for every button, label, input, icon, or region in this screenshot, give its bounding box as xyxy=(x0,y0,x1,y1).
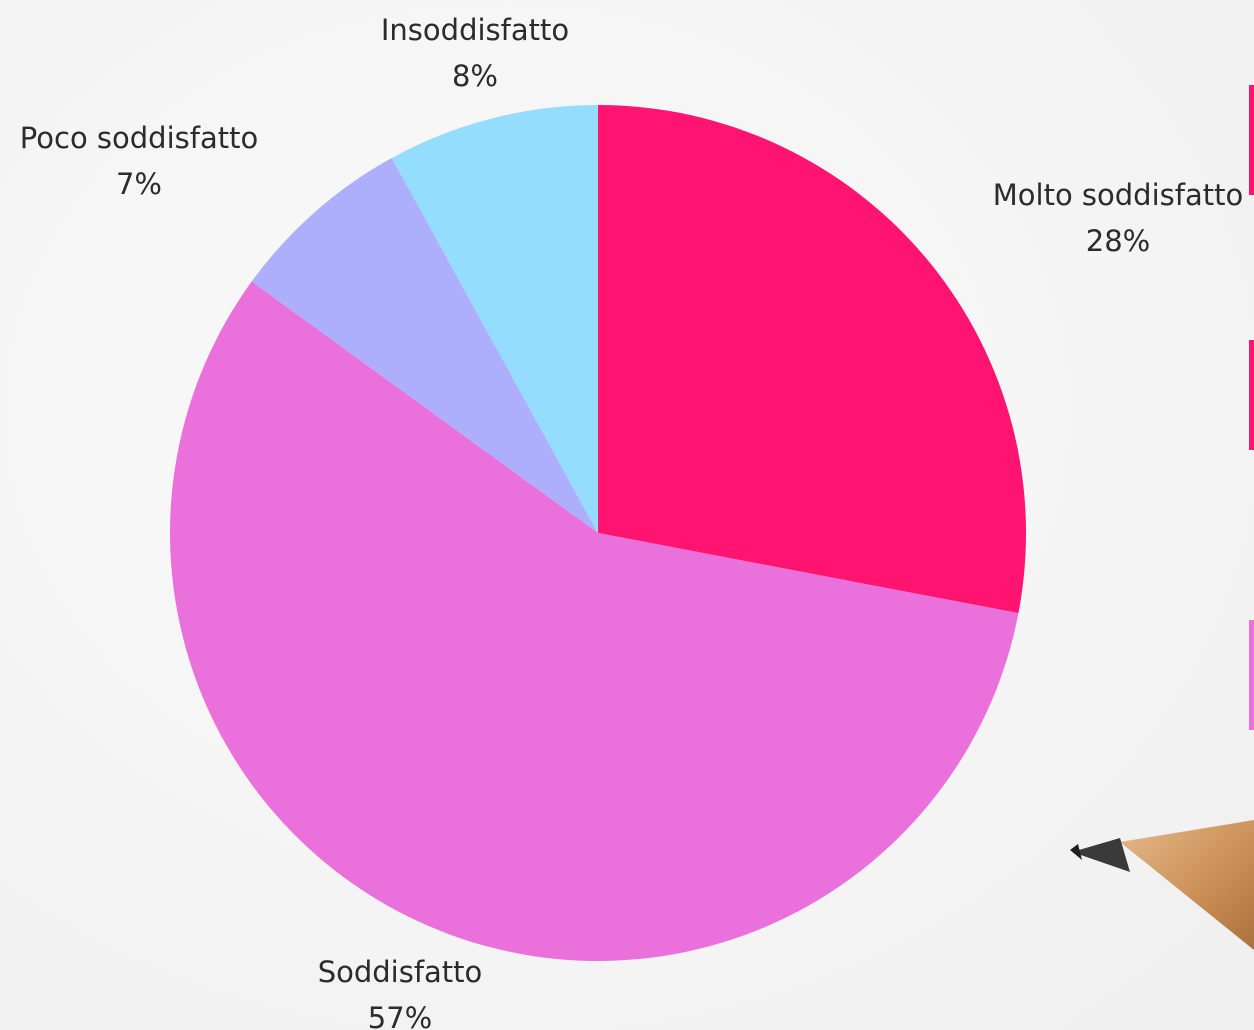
slice-label-molto-soddisfatto: Molto soddisfatto xyxy=(993,178,1243,212)
legend-swatch-molto-soddisfatto xyxy=(1249,85,1254,195)
slice-label-soddisfatto: Soddisfatto xyxy=(318,955,483,989)
slice-label-poco-soddisfatto: Poco soddisfatto xyxy=(20,121,258,155)
slice-value-insoddisfatto: 8% xyxy=(452,59,498,93)
legend-swatch-soddisfatto xyxy=(1249,340,1254,450)
pie-slice-insoddisfatto xyxy=(391,105,598,533)
slice-value-soddisfatto: 57% xyxy=(368,1001,432,1030)
pie-slice-soddisfatto xyxy=(169,281,1019,962)
slice-label-insoddisfatto: Insoddisfatto xyxy=(381,13,569,47)
pencil-tip-icon xyxy=(1070,820,1254,950)
pie-slice-molto-soddisfatto xyxy=(598,105,1026,614)
legend-swatch-poco-soddisfatto xyxy=(1249,620,1254,730)
slice-value-poco-soddisfatto: 7% xyxy=(116,167,162,201)
slice-value-molto-soddisfatto: 28% xyxy=(1086,224,1150,258)
pie-slices xyxy=(169,105,1026,962)
pie-slice-poco-soddisfatto xyxy=(251,157,598,533)
pie-labels: Molto soddisfatto 28% Soddisfatto 57% Poco s… xyxy=(20,13,1243,1030)
